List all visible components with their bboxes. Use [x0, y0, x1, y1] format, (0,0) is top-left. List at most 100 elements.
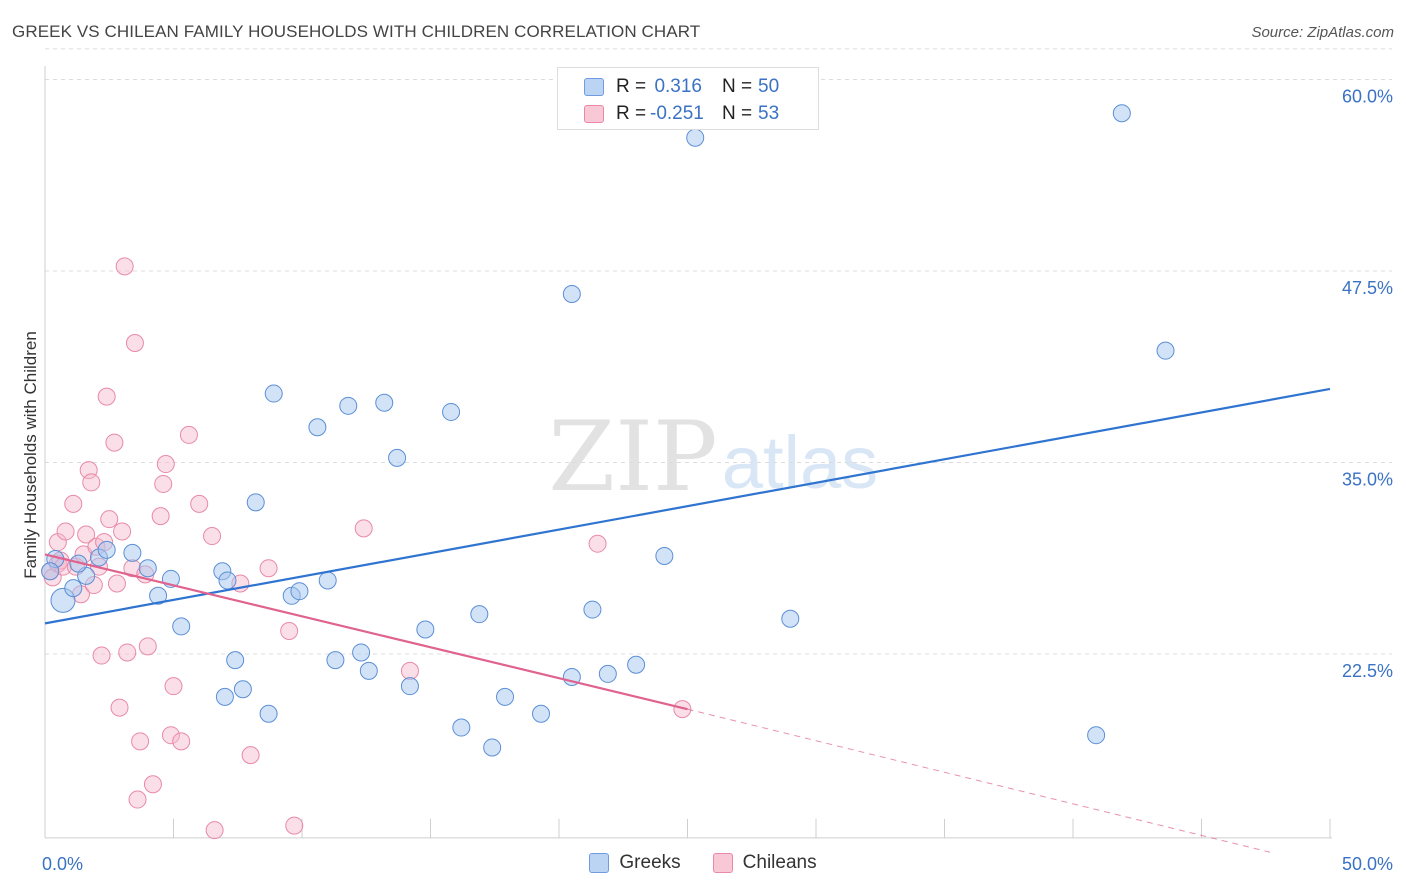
- chileans-point: [161, 726, 180, 745]
- greeks-point: [97, 540, 116, 559]
- chileans-point: [113, 522, 132, 541]
- chileans-point: [110, 698, 129, 717]
- greeks-point: [318, 571, 337, 590]
- chileans-point: [105, 433, 124, 452]
- chileans-point: [164, 677, 183, 696]
- chileans-point: [285, 816, 304, 835]
- greeks-point: [308, 418, 327, 437]
- chileans-point: [77, 525, 96, 544]
- greeks-r-label: R =: [616, 76, 647, 97]
- greeks-point: [1156, 341, 1175, 360]
- greeks-point: [686, 128, 705, 147]
- greeks-point: [149, 586, 168, 605]
- greeks-point: [264, 384, 283, 403]
- greeks-point: [781, 609, 800, 628]
- chileans-point: [190, 494, 209, 513]
- chileans-point: [151, 507, 170, 526]
- chileans-point: [588, 534, 607, 553]
- x-tick-label-min: 0.0%: [42, 854, 83, 874]
- tick-labels: 22.5% 35.0% 47.5% 60.0% 0.0% 50.0%: [42, 87, 1393, 875]
- chileans-point: [259, 559, 278, 578]
- greeks-point: [233, 680, 252, 699]
- greeks-point: [352, 643, 371, 662]
- greeks-point: [496, 687, 515, 706]
- greeks-point: [339, 396, 358, 415]
- chileans-point: [354, 519, 373, 538]
- greeks-point: [259, 704, 278, 723]
- chileans-trend-line: [44, 553, 688, 711]
- greeks-point: [598, 664, 617, 683]
- chileans-point: [205, 821, 224, 840]
- greeks-point: [123, 543, 142, 562]
- chileans-point: [280, 622, 299, 641]
- greeks-point: [64, 579, 83, 598]
- greeks-point: [326, 651, 345, 670]
- greeks-point: [218, 571, 237, 590]
- chileans-point: [154, 474, 173, 493]
- greeks-point: [226, 651, 245, 670]
- greeks-point: [1112, 104, 1131, 123]
- y-tick-label-2: 47.5%: [1342, 278, 1393, 298]
- chileans-point: [172, 732, 191, 751]
- chileans-point: [107, 574, 126, 593]
- chileans-point: [64, 494, 83, 513]
- chileans-n-label: N =: [722, 103, 753, 124]
- chileans-point: [115, 257, 134, 276]
- greeks-point: [655, 546, 674, 565]
- legend-item-chileans: Chileans: [712, 852, 817, 874]
- chileans-point: [128, 790, 147, 809]
- greeks-legend-label: Greeks: [619, 852, 681, 873]
- greeks-point: [215, 687, 234, 706]
- greeks-legend-swatch: [589, 853, 610, 873]
- greeks-point: [359, 661, 378, 680]
- greeks-point: [375, 393, 394, 412]
- y-tick-label-1: 35.0%: [1342, 470, 1393, 490]
- chileans-point: [118, 643, 137, 662]
- greeks-point: [138, 559, 157, 578]
- chileans-point: [100, 510, 119, 529]
- greeks-point: [1087, 726, 1106, 745]
- chart-title: GREEK VS CHILEAN FAMILY HOUSEHOLDS WITH …: [12, 22, 701, 41]
- legend-row-greeks: R = 0.316 N = 50: [558, 73, 779, 101]
- chileans-r-label: R =: [616, 103, 647, 124]
- greeks-trend-line: [44, 387, 1331, 625]
- chileans-point: [82, 473, 101, 492]
- grid-lines: [45, 48, 1392, 655]
- legend-item-greeks: Greeks: [589, 852, 681, 874]
- chileans-point: [143, 775, 162, 794]
- chileans-point: [241, 746, 260, 765]
- greeks-point: [400, 677, 419, 696]
- greeks-swatch: [584, 78, 604, 96]
- chileans-trend-extension: [687, 708, 1271, 853]
- watermark-zip: ZIP: [548, 401, 717, 513]
- greeks-point: [470, 605, 489, 624]
- greeks-point: [627, 655, 646, 674]
- greeks-point: [246, 493, 265, 512]
- x-tick-label-max: 50.0%: [1342, 854, 1393, 874]
- chileans-n-value: 53: [758, 103, 780, 124]
- chileans-point: [56, 522, 75, 541]
- y-tick-label-0: 22.5%: [1342, 661, 1393, 681]
- greeks-point: [172, 617, 191, 636]
- greeks-point: [442, 402, 461, 421]
- series-legend: Greeks Chileans: [0, 852, 1406, 874]
- chileans-point: [673, 700, 692, 719]
- correlation-legend: R = 0.316 N = 50 R = -0.251 N = 53: [557, 67, 819, 130]
- chileans-legend-label: Chileans: [742, 852, 817, 873]
- chileans-point: [125, 334, 144, 353]
- chileans-legend-swatch: [712, 853, 733, 873]
- chileans-series: [41, 257, 692, 840]
- chileans-point: [138, 637, 157, 656]
- greeks-point: [41, 562, 60, 581]
- chileans-point: [97, 387, 116, 406]
- greeks-point: [416, 620, 435, 639]
- chileans-point: [131, 732, 150, 751]
- chileans-point: [400, 661, 419, 680]
- chileans-point: [179, 425, 198, 444]
- greeks-r-value: 0.316: [654, 76, 702, 97]
- chileans-r-value: -0.251: [650, 103, 704, 124]
- trend-lines: [44, 387, 1331, 853]
- y-tick-label-3: 60.0%: [1342, 87, 1393, 107]
- chileans-point: [203, 527, 222, 546]
